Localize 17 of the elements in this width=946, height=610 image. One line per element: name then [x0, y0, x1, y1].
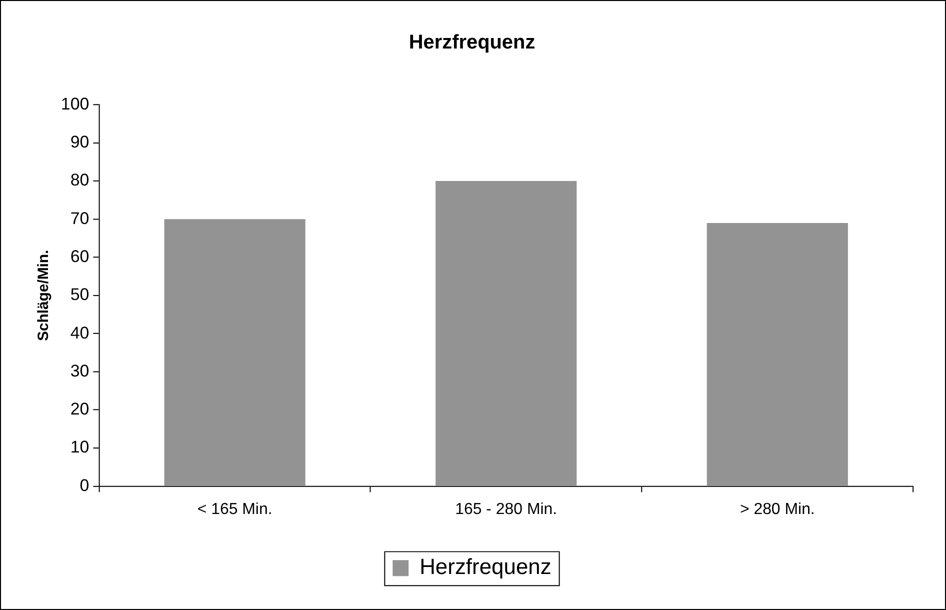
y-tick-label: 20 — [70, 400, 90, 419]
chart-title: Herzfrequenz — [408, 31, 536, 54]
y-tick-label: 60 — [70, 246, 90, 266]
y-tick-label: 70 — [70, 208, 90, 228]
y-tick-label: 40 — [70, 323, 90, 342]
y-tick-label: 100 — [60, 94, 90, 114]
legend-label: Herzfrequenz — [420, 554, 552, 580]
y-tick-label: 80 — [70, 170, 90, 190]
y-tick-label: 30 — [70, 361, 90, 380]
x-tick-label: 165 - 280 Min. — [455, 501, 558, 518]
y-tick-label: 90 — [70, 132, 90, 152]
x-tick-label: < 165 Min. — [197, 501, 272, 518]
y-axis-title: Schläge/Min. — [35, 250, 52, 342]
y-tick-label: 10 — [70, 438, 90, 457]
y-tick-label: 50 — [70, 285, 90, 304]
y-tick-label: 0 — [80, 476, 90, 495]
x-tick-label: > 280 Min. — [740, 501, 815, 518]
